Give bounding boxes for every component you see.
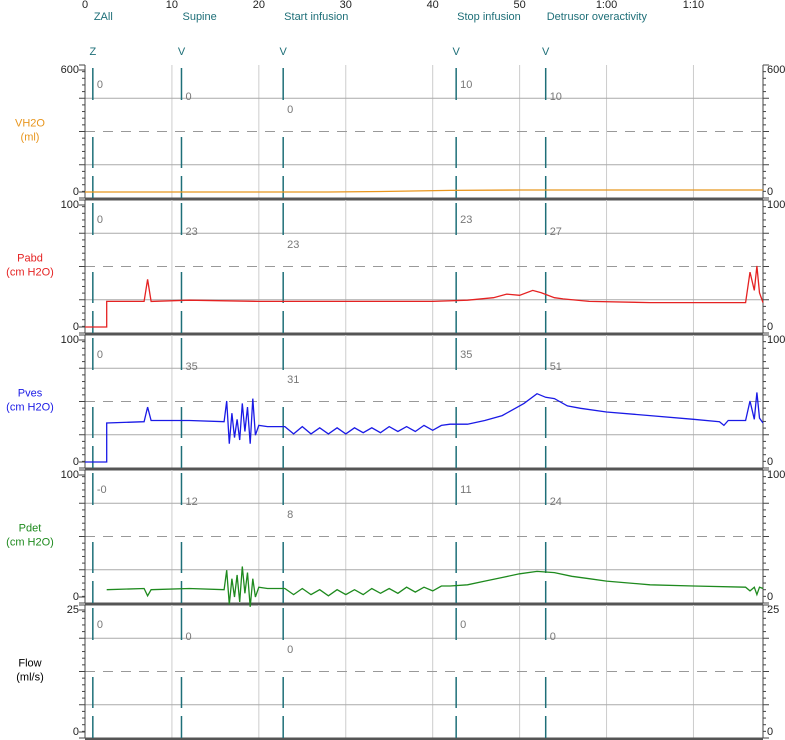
time-tick-label: 0 xyxy=(82,0,88,11)
channel-unit: (cm H2O) xyxy=(6,401,54,413)
y-tick-label-right: 0 xyxy=(767,456,773,468)
event-code: Z xyxy=(89,46,96,58)
y-tick-label-right: 600 xyxy=(767,64,785,76)
time-tick-label: 40 xyxy=(427,0,439,11)
time-tick-label: 50 xyxy=(513,0,525,11)
trace xyxy=(106,566,764,607)
y-tick-label: 100 xyxy=(61,469,79,481)
event-value: 0 xyxy=(97,79,103,91)
event-value: 12 xyxy=(185,496,197,508)
y-tick-label: 0 xyxy=(73,591,79,603)
event-value: 0 xyxy=(185,91,191,103)
y-tick-label-right: 0 xyxy=(767,591,773,603)
event-code: V xyxy=(542,46,550,58)
event-code: V xyxy=(280,46,288,58)
channel-name: Pves xyxy=(18,387,43,399)
event-value: 31 xyxy=(287,374,299,386)
event-value: 51 xyxy=(550,361,562,373)
y-tick-label-right: 25 xyxy=(767,604,779,616)
event-value: 0 xyxy=(287,104,293,116)
event-value: -0 xyxy=(97,484,107,496)
event-value: 0 xyxy=(550,631,556,643)
y-tick-label: 100 xyxy=(61,199,79,211)
time-tick-label: 20 xyxy=(253,0,265,11)
channel-name: Pdet xyxy=(19,522,42,534)
event-label: ZAll xyxy=(94,11,113,23)
event-label: Supine xyxy=(182,11,216,23)
event-value: 0 xyxy=(185,631,191,643)
trace xyxy=(85,392,764,463)
event-value: 0 xyxy=(287,644,293,656)
time-tick-label: 1:10 xyxy=(683,0,704,11)
event-value: 23 xyxy=(185,226,197,238)
channel-name: Pabd xyxy=(17,252,43,264)
event-value: 0 xyxy=(97,619,103,631)
y-tick-label: 0 xyxy=(73,321,79,333)
channel-unit: (cm H2O) xyxy=(6,266,54,278)
trace xyxy=(85,265,764,328)
time-tick-label: 1:00 xyxy=(596,0,617,11)
event-value: 0 xyxy=(97,214,103,226)
event-label: Start infusion xyxy=(284,11,348,23)
event-label: Detrusor overactivity xyxy=(547,11,648,23)
channel-unit: (cm H2O) xyxy=(6,536,54,548)
channel-unit: (ml) xyxy=(21,131,40,143)
channel-name: Flow xyxy=(18,657,41,669)
event-value: 10 xyxy=(550,91,562,103)
y-tick-label-right: 100 xyxy=(767,199,785,211)
event-value: 24 xyxy=(550,496,562,508)
y-tick-label: 0 xyxy=(73,726,79,738)
time-tick-label: 30 xyxy=(340,0,352,11)
event-value: 0 xyxy=(97,349,103,361)
y-tick-label: 25 xyxy=(67,604,79,616)
event-value: 35 xyxy=(185,361,197,373)
y-tick-label: 0 xyxy=(73,186,79,198)
event-value: 8 xyxy=(287,509,293,521)
event-code: V xyxy=(452,46,460,58)
event-label: Stop infusion xyxy=(457,11,521,23)
trace xyxy=(85,189,763,193)
event-value: 0 xyxy=(460,619,466,631)
event-code: V xyxy=(178,46,186,58)
y-tick-label-right: 0 xyxy=(767,186,773,198)
y-tick-label-right: 100 xyxy=(767,334,785,346)
channel-name: VH2O xyxy=(15,117,45,129)
event-value: 10 xyxy=(460,79,472,91)
y-tick-label: 0 xyxy=(73,456,79,468)
channel-unit: (ml/s) xyxy=(16,671,44,683)
event-value: 35 xyxy=(460,349,472,361)
event-value: 11 xyxy=(460,484,471,496)
time-tick-label: 10 xyxy=(166,0,178,11)
event-value: 23 xyxy=(287,239,299,251)
y-tick-label: 100 xyxy=(61,334,79,346)
y-tick-label-right: 100 xyxy=(767,469,785,481)
y-tick-label-right: 0 xyxy=(767,321,773,333)
event-value: 23 xyxy=(460,214,472,226)
y-tick-label-right: 0 xyxy=(767,726,773,738)
y-tick-label: 600 xyxy=(61,64,79,76)
event-value: 27 xyxy=(550,226,562,238)
